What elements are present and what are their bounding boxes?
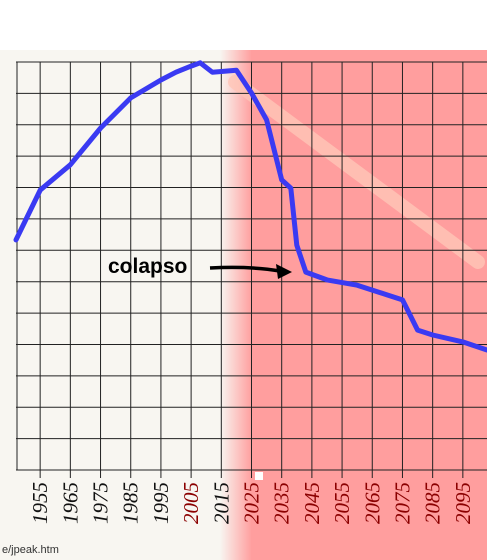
red-zone xyxy=(251,50,487,560)
data-line xyxy=(13,60,487,353)
x-tick-label: 1985 xyxy=(119,482,143,524)
x-tick-label: 2035 xyxy=(270,482,294,524)
top-strip xyxy=(0,0,487,50)
x-tick-label: 2065 xyxy=(360,482,384,524)
x-tick-label: 2005 xyxy=(179,482,203,524)
x-tick-label: 2075 xyxy=(390,482,414,524)
source: e/jpeak.htm xyxy=(2,544,59,556)
x-tick-label: 1965 xyxy=(58,482,82,524)
x-tick-label: 2015 xyxy=(209,482,233,524)
arrow xyxy=(209,265,281,273)
white-dot xyxy=(255,472,263,480)
x-tick-label: 1955 xyxy=(28,482,52,524)
x-tick-label: 2055 xyxy=(330,482,354,524)
faded-stroke xyxy=(228,75,485,269)
x-tick-label: 2085 xyxy=(421,482,445,524)
red-fade xyxy=(220,50,252,560)
arrow-head xyxy=(276,264,292,279)
x-tick-label: 2025 xyxy=(240,482,264,524)
annotation: colapso xyxy=(108,255,187,278)
x-tick-label: 1975 xyxy=(89,482,113,524)
x-tick-label: 1995 xyxy=(149,482,173,524)
x-tick-label: 2045 xyxy=(300,482,324,524)
x-tick-label: 2095 xyxy=(451,482,475,524)
